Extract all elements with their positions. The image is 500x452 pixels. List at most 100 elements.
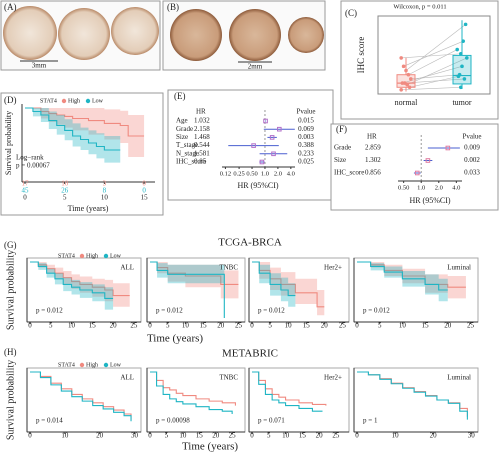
pair-line: [410, 74, 460, 80]
data-point: [455, 47, 460, 52]
annotation: p = 0.012: [363, 307, 390, 315]
x-tick-label: 20: [217, 322, 225, 330]
annotation: p = 0.012: [258, 307, 285, 315]
at-risk-count: 45: [22, 187, 30, 195]
survival-curve: [25, 107, 121, 151]
x-axis-label: Time (years): [182, 441, 238, 452]
hr-point: [251, 143, 256, 148]
hr-value: 1.581: [194, 149, 210, 157]
hr-value: 2.158: [194, 125, 210, 133]
data-point: [457, 72, 462, 77]
data-point: [399, 88, 404, 92]
x-tick-label: 0: [23, 194, 27, 202]
x-tick-label: 15: [422, 322, 430, 330]
x-tick-label: 5: [268, 322, 272, 330]
x-tick-label: 20: [321, 322, 329, 330]
data-point: [463, 22, 468, 27]
data-point: [400, 81, 405, 85]
hr-point: [263, 118, 268, 124]
confidence-band: [150, 262, 239, 299]
pair-line: [405, 24, 466, 71]
data-point: [399, 56, 404, 60]
x-axis-label: Time (years): [147, 333, 203, 345]
x-tick-label: 10: [182, 322, 190, 330]
tissue-core: [111, 7, 159, 55]
data-point: [401, 64, 406, 69]
row-label: IHC_score: [176, 158, 206, 166]
x-tick-label: normal: [395, 98, 418, 107]
hr-point: [271, 151, 276, 157]
legend-label: Low: [92, 98, 104, 104]
x-tick-label: 20: [212, 432, 220, 440]
row-label: N_stage: [176, 149, 199, 157]
confidence-band: [150, 262, 225, 318]
p-value: 0.002: [464, 156, 480, 164]
survival-curve: [252, 371, 323, 412]
x-tick-label: 0.12: [220, 170, 231, 177]
x-tick-label: 15: [89, 322, 97, 330]
hr-point: [414, 170, 420, 176]
panel-label: (E): [174, 91, 186, 101]
panel-frame: [330, 123, 499, 211]
data-point: [465, 56, 469, 60]
legend-swatch: [85, 98, 91, 104]
x-tick-label: 5: [267, 432, 271, 440]
annotation: Log−rank: [16, 154, 44, 162]
column-header: HR: [196, 108, 206, 116]
panel-label: (G): [4, 240, 17, 250]
survival-curve: [30, 371, 132, 422]
p-value: 0.388: [298, 141, 314, 149]
box: [452, 54, 472, 85]
x-tick-label: 5: [63, 194, 67, 202]
x-tick-label: 0: [355, 432, 359, 440]
hr-value: 0.856: [365, 169, 381, 177]
x-tick-label: 25: [467, 322, 475, 330]
row-label: Age: [176, 117, 188, 125]
hr-point: [269, 135, 275, 140]
hr-value: 1.032: [194, 117, 210, 125]
row-label: Grade: [176, 125, 193, 133]
x-tick-label: 10: [399, 322, 407, 330]
survival-curve: [357, 261, 448, 291]
subplot-title: ALL: [120, 374, 134, 382]
x-tick-label: 0: [148, 322, 152, 330]
y-axis-label: Survival probability: [5, 360, 16, 440]
x-tick-label: 5: [165, 432, 169, 440]
at-risk-count: 8: [103, 187, 107, 195]
at-risk-count: 26: [61, 187, 69, 195]
x-tick-label: 25: [235, 322, 243, 330]
subplot-title: Luminal: [447, 374, 471, 382]
hr-value: 0.544: [194, 141, 210, 149]
legend-swatch: [103, 253, 109, 259]
x-axis-label: HR (95%CI): [409, 196, 450, 205]
x-tick-label: 5: [166, 322, 170, 330]
hr-point: [445, 145, 451, 151]
x-tick-label: 15: [303, 322, 311, 330]
column-header: HR: [367, 133, 377, 141]
x-tick-label: 20: [316, 432, 324, 440]
panel-frame: [0, 92, 164, 216]
column-header: Pvalue: [296, 108, 315, 116]
plot-frame: [248, 257, 350, 323]
data-point: [404, 68, 408, 73]
tissue-core: [288, 17, 324, 53]
tissue-core: [170, 9, 222, 61]
x-tick-label: 10: [68, 322, 76, 330]
row-label: T_stage: [176, 141, 198, 149]
x-tick-label: 0: [28, 432, 32, 440]
subplot-title: TNBC: [219, 374, 238, 382]
x-tick-label: 5: [378, 322, 382, 330]
at-risk-count: 17: [22, 180, 30, 188]
hr-value: 2.859: [365, 144, 381, 152]
x-tick-label: 15: [141, 194, 149, 202]
x-tick-label: 0: [28, 322, 32, 330]
x-tick-label: 1.0: [261, 170, 269, 177]
data-point: [409, 77, 413, 81]
p-value: 0.025: [298, 158, 314, 166]
x-tick-label: 25: [339, 322, 347, 330]
p-value: 0.015: [298, 117, 314, 125]
chart-title: Wilcoxon, p = 0.011: [393, 3, 446, 10]
x-tick-label: 15: [200, 322, 208, 330]
panel-label: (C): [345, 8, 357, 18]
